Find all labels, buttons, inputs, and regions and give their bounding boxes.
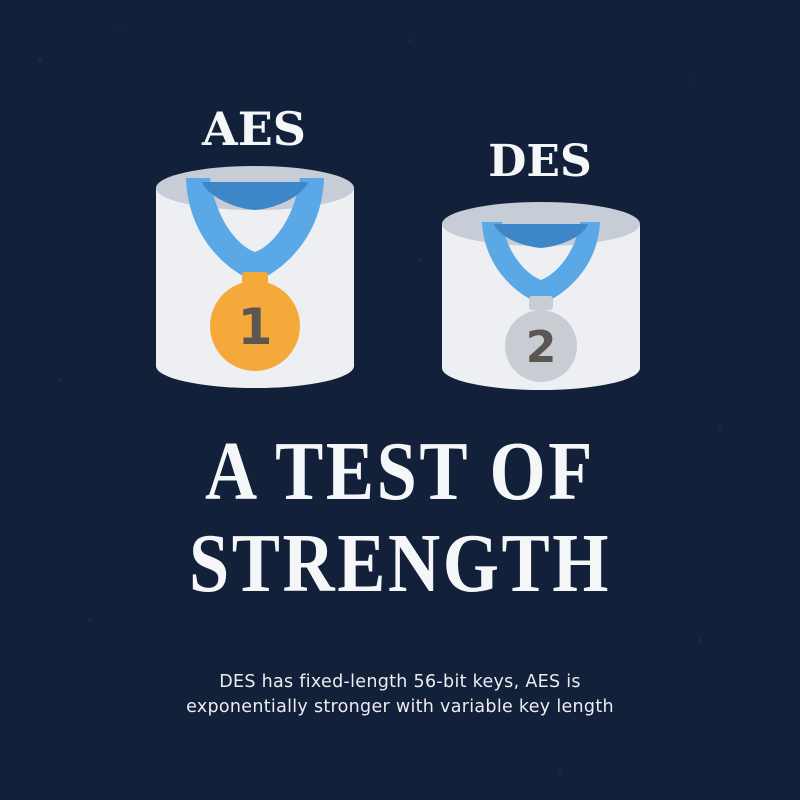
caption-line-1: DES has fixed-length 56-bit keys, AES is [219, 672, 581, 692]
second-place-label: DES [488, 136, 592, 187]
caption: DES has fixed-length 56-bit keys, AES is… [0, 670, 800, 720]
caption-line-2: exponentially stronger with variable key… [186, 697, 614, 717]
second-place-number: 2 [526, 322, 557, 373]
headline-line-2: STRENGTH [188, 517, 612, 610]
silver-medal-icon: 2 [505, 296, 577, 382]
first-place-podium: 1 [156, 166, 354, 388]
first-place-number: 1 [238, 298, 273, 356]
headline-line-1: A TEST OF [205, 425, 595, 518]
second-place-podium: 2 [442, 202, 640, 390]
gold-medal-icon: 1 [210, 272, 300, 371]
first-place-label: AES [202, 102, 306, 156]
